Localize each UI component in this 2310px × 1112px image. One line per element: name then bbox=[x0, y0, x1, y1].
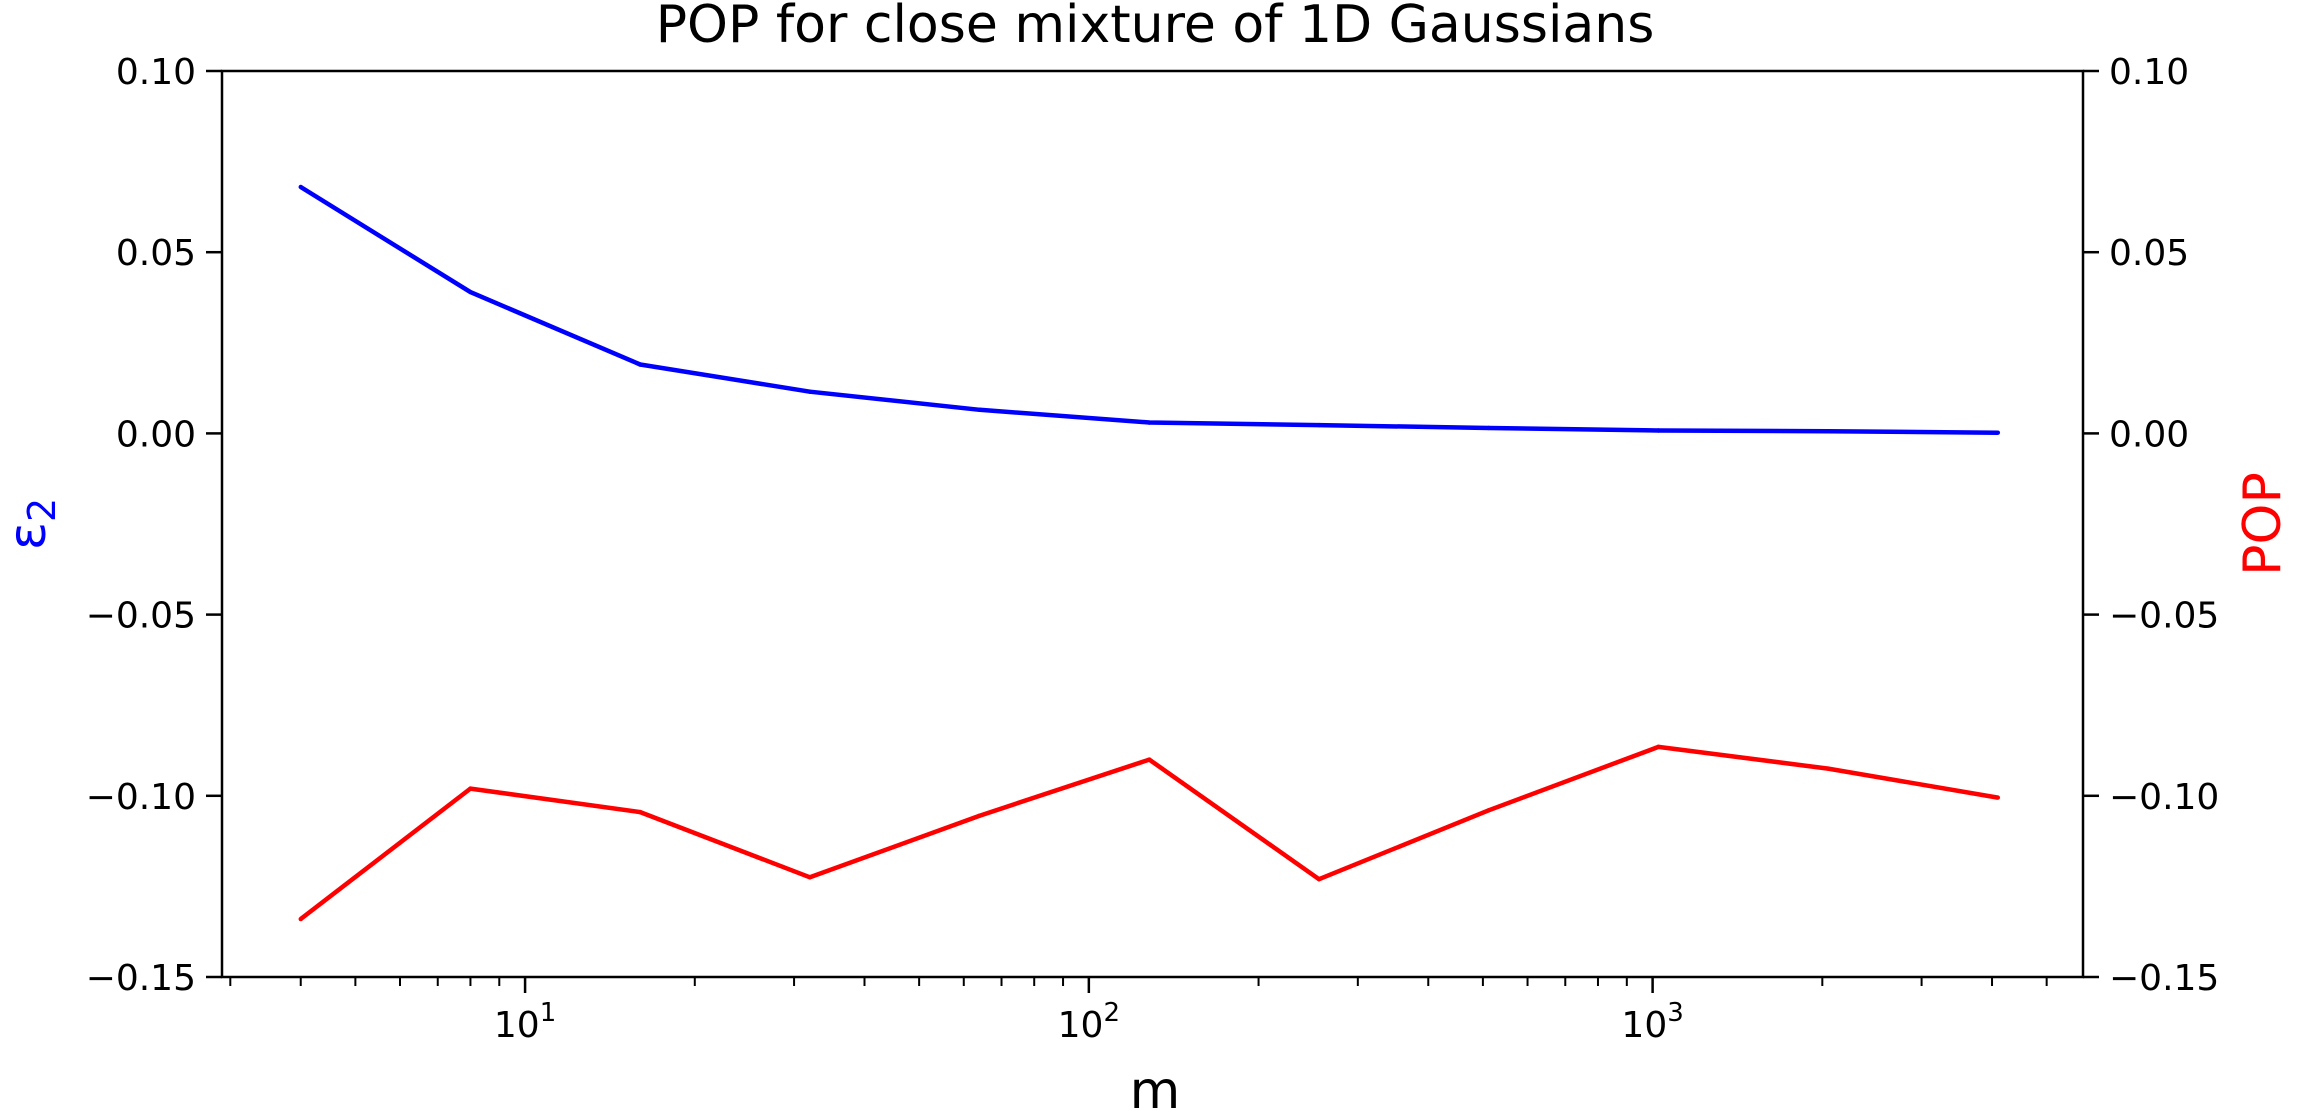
y-right-tick-label: 0.05 bbox=[2109, 233, 2189, 274]
y-left-tick-label: −0.15 bbox=[86, 958, 196, 999]
data-point bbox=[637, 362, 643, 367]
data-point bbox=[1147, 420, 1152, 425]
data-point bbox=[1825, 766, 1831, 771]
data-point bbox=[637, 809, 643, 815]
series-line-1 bbox=[299, 185, 1998, 435]
x-axis-label: m bbox=[1130, 1061, 1181, 1112]
data-point bbox=[1995, 430, 2001, 435]
plot-area: 101 102 103 0.10 0.10 0.05 0.05 0.00 0.00 −0.05 −0… bbox=[0, 52, 2293, 1046]
series-line-2 bbox=[299, 744, 1999, 921]
chart-title: POP for close mixture of 1D Gaussians bbox=[656, 0, 1655, 55]
data-point bbox=[1656, 428, 1661, 433]
data-point bbox=[468, 289, 473, 295]
y-right-tick-label: 0.10 bbox=[2109, 52, 2189, 93]
y-right-tick-label: −0.10 bbox=[2109, 777, 2219, 818]
axes-frame bbox=[220, 69, 2085, 979]
y-right-tick-label: 0.00 bbox=[2109, 414, 2189, 455]
data-point bbox=[1486, 808, 1491, 813]
data-point bbox=[807, 389, 813, 394]
data-point bbox=[1825, 429, 1831, 434]
y-left-axis-label: ε2 bbox=[0, 498, 64, 550]
x-tick-label: 102 bbox=[1058, 998, 1120, 1046]
y-right-tick-label: −0.05 bbox=[2109, 596, 2219, 637]
x-tick-label: 103 bbox=[1621, 998, 1683, 1046]
y-left-tick-label: 0.00 bbox=[116, 414, 196, 455]
data-point bbox=[1316, 422, 1322, 428]
y-left-tick-label: 0.05 bbox=[116, 233, 196, 274]
data-point bbox=[468, 786, 473, 791]
y-left-tick-label: 0.10 bbox=[116, 52, 196, 93]
data-point bbox=[977, 813, 982, 818]
data-point bbox=[1147, 757, 1152, 762]
data-point bbox=[1995, 795, 2001, 800]
data-point bbox=[298, 916, 303, 922]
y-right-axis-label: POP bbox=[2233, 472, 2293, 576]
y-left-tick-label: −0.05 bbox=[86, 596, 196, 637]
data-point bbox=[1656, 744, 1661, 750]
y-right-tick-label: −0.15 bbox=[2109, 958, 2219, 999]
data-point bbox=[807, 875, 813, 880]
data-point bbox=[1486, 425, 1491, 431]
x-tick-label: 101 bbox=[494, 998, 556, 1046]
data-point bbox=[298, 184, 303, 190]
y-left-tick-label: −0.10 bbox=[86, 777, 196, 818]
data-point bbox=[977, 407, 982, 413]
data-point bbox=[1316, 876, 1322, 882]
